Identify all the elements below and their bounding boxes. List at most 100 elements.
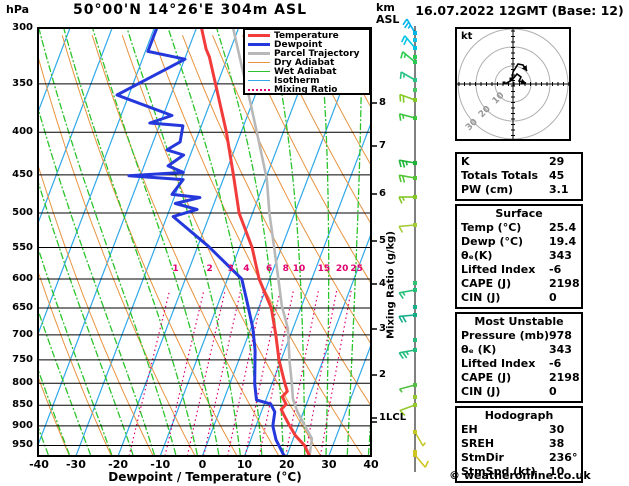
dry-adiabat-line — [39, 378, 70, 455]
indices-section: Surface Temp (°C) 25.4 Dewp (°C) 19.4 θₑ(K) 34… — [455, 204, 583, 309]
indices-row: Dewp (°C) 19.4 — [457, 235, 581, 249]
legend-row: Dry Adiabat — [245, 58, 369, 68]
wind-barb — [398, 174, 417, 183]
wind-barb-column — [398, 18, 430, 472]
mixing-ratio-label: 3 — [227, 264, 234, 274]
wind-barb — [398, 113, 417, 121]
indices-row-value: 0 — [549, 291, 557, 304]
dry-adiabat-line — [272, 34, 370, 223]
mixing-ratio-label: 6 — [265, 264, 273, 274]
legend-row: Parcel Trajectory — [245, 48, 369, 59]
isotherm-line — [75, 29, 239, 455]
indices-table: K 29 Totals Totals 45 PW (cm) 3.1 Surface Temp … — [455, 152, 583, 486]
hodograph-ring-label: 20 — [477, 104, 493, 120]
temperature-tick-label: -40 — [29, 458, 49, 471]
km-tick-label: 5 — [379, 235, 386, 246]
indices-section: Hodograph EH 30 SREH 38 StmDir 236° StmSpd (kt)… — [455, 406, 583, 483]
mixing-ratio-line — [304, 289, 338, 455]
wind-barb — [402, 18, 417, 35]
indices-row-value: 343 — [549, 249, 572, 262]
dry-adiabat-line — [91, 35, 279, 455]
wind-level-marker — [413, 38, 417, 42]
hodograph-arrowhead — [520, 78, 526, 85]
dry-adiabat-line — [39, 166, 154, 455]
indices-row-value: 45 — [549, 169, 565, 182]
indices-row: StmSpd (kt) 10 — [457, 465, 581, 479]
wind-barb — [413, 430, 426, 447]
indices-row: Temp (°C) 25.4 — [457, 221, 581, 235]
legend-swatch — [248, 62, 270, 63]
run-datetime-title: 16.07.2022 12GMT (Base: 12) — [415, 3, 624, 18]
indices-section: Most Unstable Pressure (mb) 978 θₑ (K) 343 Li… — [455, 312, 583, 403]
temperature-tick-label: 10 — [236, 458, 253, 471]
mixing-ratio-axis-label: Mixing Ratio (g/kg) — [385, 231, 397, 339]
wind-barb — [398, 159, 417, 168]
legend-row: Mixing Ratio — [245, 85, 369, 95]
indices-row: K 29 — [457, 155, 581, 169]
mixing-ratio-label: 15 — [317, 264, 331, 274]
wet-adiabat-line — [39, 109, 156, 455]
pressure-tick-label: 450 — [12, 168, 33, 180]
legend-swatch — [248, 71, 270, 72]
legend-row: Wet Adiabat — [245, 67, 369, 77]
copyright-text: © weatheronline.co.uk — [449, 469, 591, 482]
indices-row-value: 0 — [549, 385, 557, 398]
pressure-tick-label: 350 — [12, 77, 33, 89]
legend-label: Dewpoint — [274, 39, 323, 50]
wet-adiabat-line — [268, 29, 306, 455]
pressure-tick-label: 800 — [12, 377, 33, 389]
mixing-ratio-line — [164, 289, 205, 455]
temperature-tick-label: -30 — [65, 458, 86, 471]
mixing-ratio-label: 10 — [292, 264, 306, 274]
indices-row-value: 2198 — [549, 371, 580, 384]
indices-row: EH 30 — [457, 423, 581, 437]
dewpoint-curve — [115, 29, 286, 455]
plot-frame — [37, 27, 372, 457]
temperature-curve — [200, 29, 311, 455]
hodograph-trace — [504, 63, 528, 85]
indices-row-value: 30 — [549, 423, 565, 436]
indices-row-value: 19.4 — [549, 235, 577, 248]
wet-adiabat-line — [346, 29, 363, 455]
wet-adiabat-line — [39, 29, 177, 455]
legend-swatch — [248, 80, 270, 81]
lcl-label: LCL — [386, 412, 407, 423]
mixing-ratio-label: 1 — [172, 264, 179, 274]
indices-section-title: Surface — [495, 207, 543, 220]
indices-row-label: Pressure (mb) — [461, 329, 549, 342]
wind-barb — [398, 313, 417, 323]
isotherm-line — [244, 124, 370, 455]
mixing-ratio-line — [285, 289, 320, 455]
skewt-background-lines — [39, 29, 370, 455]
legend-swatch — [248, 52, 270, 55]
indices-row-label: CAPE (J) — [461, 371, 512, 384]
legend-label: Parcel Trajectory — [274, 48, 360, 59]
pressure-tick-label: 300 — [12, 22, 33, 33]
indices-row-value: 38 — [549, 437, 565, 450]
temperature-tick-label: -20 — [108, 458, 129, 471]
indices-row-label: PW (cm) — [461, 183, 514, 196]
isotherm-line — [159, 29, 324, 455]
indices-row-value: 236° — [549, 451, 578, 464]
indices-row-label: CAPE (J) — [461, 277, 512, 290]
indices-row-label: CIN (J) — [461, 385, 501, 398]
wind-barb — [400, 51, 417, 64]
pressure-tick-label: 400 — [12, 126, 33, 138]
temperature-tick-label: 20 — [279, 458, 295, 471]
wind-level-marker — [413, 88, 417, 92]
wind-level-marker — [413, 305, 417, 309]
km-tick-label: 7 — [379, 140, 386, 151]
indices-section-title: Hodograph — [484, 409, 554, 422]
mixing-ratio-line — [203, 289, 242, 455]
pressure-tick-label: 650 — [12, 302, 33, 314]
km-tick-label: 6 — [379, 188, 386, 199]
x-axis-label: Dewpoint / Temperature (°C) — [108, 470, 302, 484]
legend-swatch — [248, 43, 270, 46]
temperature-tick-label: 30 — [321, 458, 337, 471]
indices-row-label: K — [461, 155, 470, 168]
indices-section-title: Most Unstable — [474, 315, 564, 328]
isotherm-line — [39, 29, 71, 112]
chart-legend: Temperature Dewpoint Parcel Trajectory Dry … — [243, 28, 371, 95]
